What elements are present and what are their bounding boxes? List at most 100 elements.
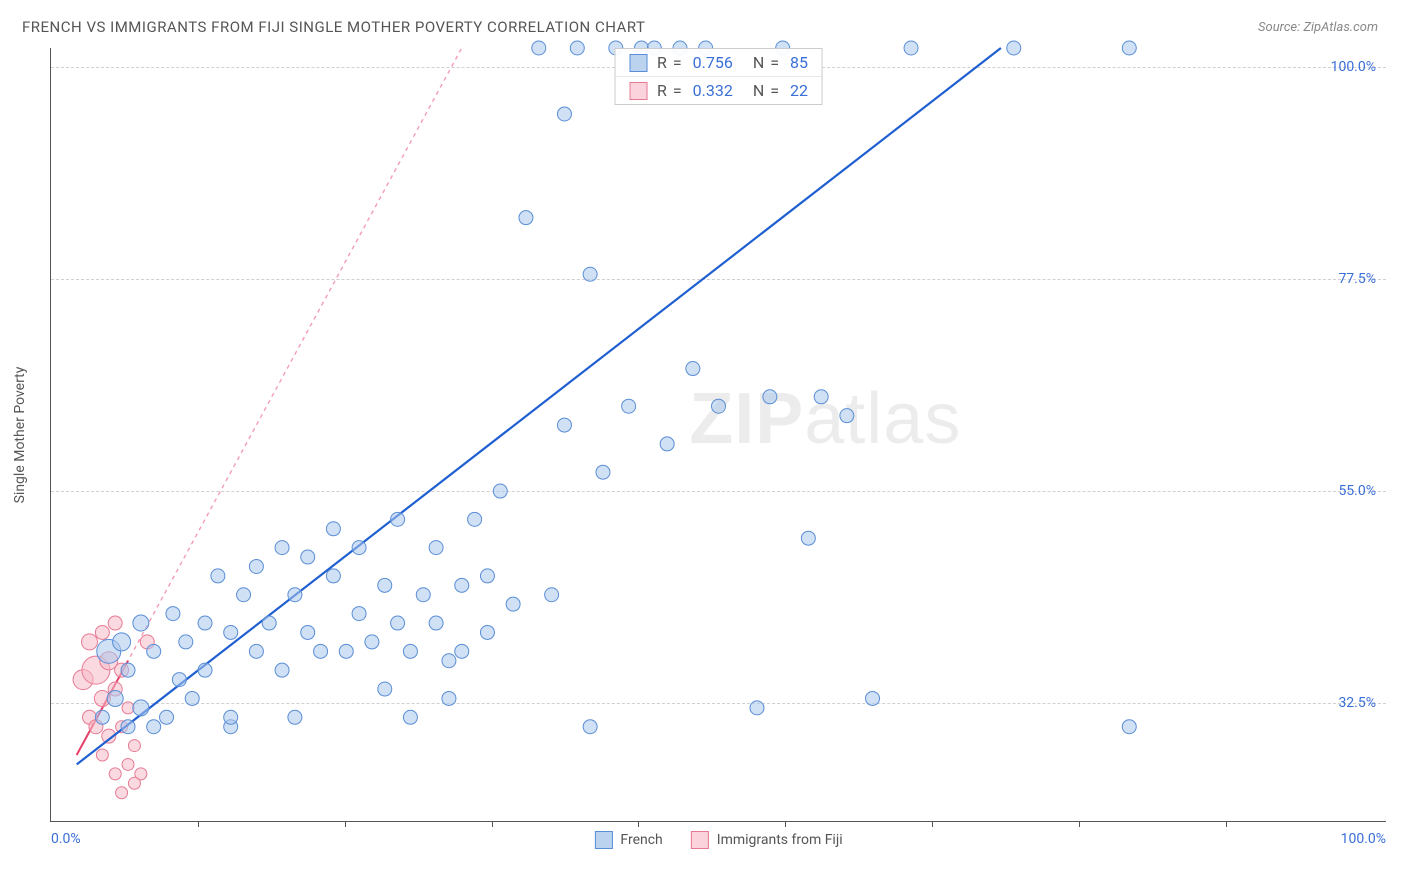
french-point [557,107,571,121]
french-point [262,616,276,630]
french-point [814,390,828,404]
french-point [352,541,366,555]
stats-legend-box: R =0.756N =85R =0.332N =22 [614,48,823,105]
fiji-point [109,768,121,780]
french-point [113,633,131,651]
french-point [301,625,315,639]
french-point [237,588,251,602]
stats-r-value: 0.756 [693,53,733,72]
french-point [1122,41,1136,55]
french-point [288,710,302,724]
legend-item-fiji: Immigrants from Fiji [691,831,843,849]
french-point [750,701,764,715]
french-point [326,522,340,536]
french-point [224,625,238,639]
stats-row-french: R =0.756N =85 [615,49,822,77]
french-point [211,569,225,583]
french-point [147,644,161,658]
french-point [686,362,700,376]
french-point [442,691,456,705]
french-point [365,635,379,649]
french-point [378,682,392,696]
fiji-point [96,749,108,761]
french-point [391,616,405,630]
x-axis-legend: French Immigrants from Fiji [594,831,842,849]
french-point [249,559,263,573]
stats-n-value: 85 [790,53,808,72]
french-point [904,41,918,55]
legend-item-french: French [594,831,662,849]
french-point [583,720,597,734]
french-point [121,663,135,677]
stats-n-label: N = [753,53,780,72]
plot-container: Single Mother Poverty ZIPatlas 32.5%55.0… [50,48,1386,822]
french-point [506,597,520,611]
french-point [519,211,533,225]
legend-label: Immigrants from Fiji [717,832,843,848]
french-point [339,644,353,658]
scatter-svg [51,48,1386,821]
source-label: Source: [1258,20,1300,35]
french-point [121,720,135,734]
french-point [403,644,417,658]
french-point [570,41,584,55]
french-point [95,710,109,724]
french-point [224,710,238,724]
french-point [442,654,456,668]
french-point [249,644,263,658]
legend-label: French [620,832,662,848]
french-point [403,710,417,724]
fiji-point [108,616,122,630]
fiji-legend-swatch-icon [691,831,709,849]
french-point [179,635,193,649]
fiji-point [116,787,128,799]
x-axis-max-label: 100.0% [1341,831,1386,847]
french-point [198,663,212,677]
french-point [391,512,405,526]
french-point [622,399,636,413]
fiji-point [122,702,134,714]
x-tick [638,821,639,827]
french-point [545,588,559,602]
x-tick [1079,821,1080,827]
french-point [532,41,546,55]
french-point [172,673,186,687]
french-point [455,578,469,592]
french-point [107,690,123,706]
french-point [185,691,199,705]
fiji-swatch-icon [629,82,647,100]
x-axis-min-label: 0.0% [51,831,81,847]
x-tick [932,821,933,827]
french-point [840,409,854,423]
fiji-point [128,740,140,752]
french-point [1122,720,1136,734]
source-value: ZipAtlas.com [1303,20,1378,35]
french-point [583,267,597,281]
french-point [133,700,149,716]
fiji-point [128,777,140,789]
french-point [712,399,726,413]
french-point [326,569,340,583]
french-point [468,512,482,526]
french-point [480,569,494,583]
x-tick [345,821,346,827]
french-point [660,437,674,451]
french-point [596,465,610,479]
french-point [1007,41,1021,55]
fiji-point [122,758,134,770]
fiji-point [82,634,98,650]
french-point [557,418,571,432]
x-tick [492,821,493,827]
fiji-point [95,625,109,639]
x-tick [785,821,786,827]
chart-title: FRENCH VS IMMIGRANTS FROM FIJI SINGLE MO… [22,18,645,36]
french-swatch-icon [629,54,647,72]
french-point [866,691,880,705]
stats-r-label: R = [657,81,683,100]
french-legend-swatch-icon [594,831,612,849]
french-point [480,625,494,639]
french-point [133,615,149,631]
french-point [166,607,180,621]
french-point [429,616,443,630]
x-tick [198,821,199,827]
